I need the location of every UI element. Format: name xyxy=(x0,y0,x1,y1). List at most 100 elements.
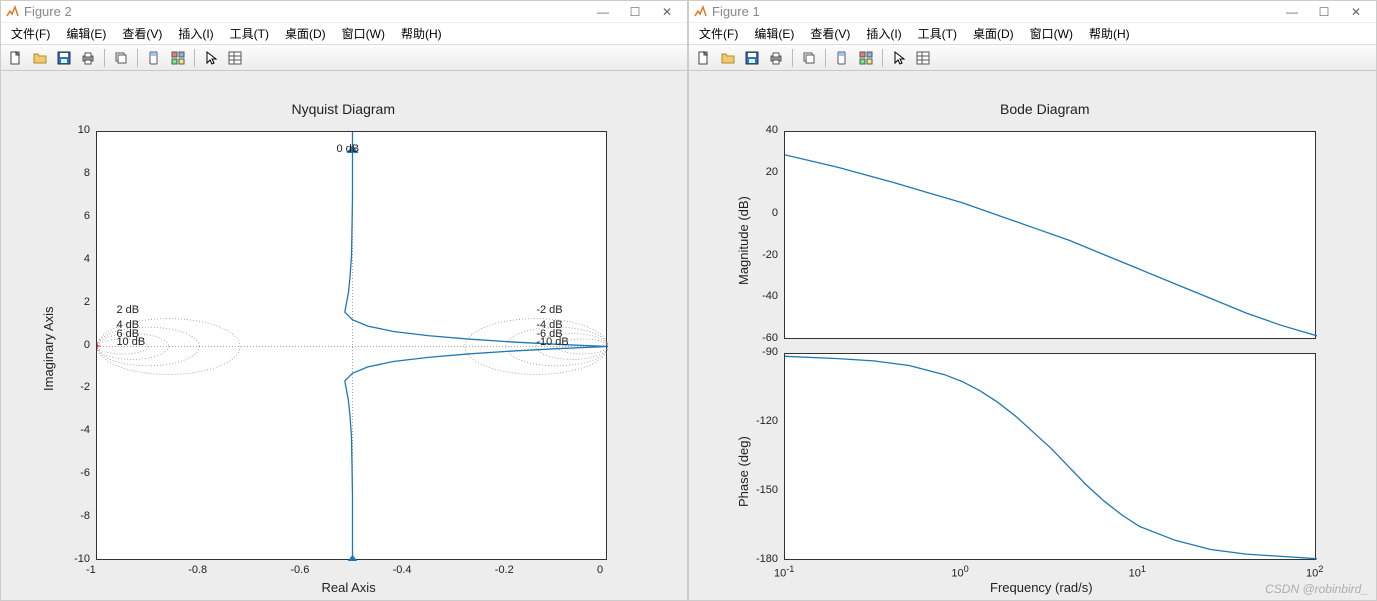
menu-item[interactable]: 工具(T) xyxy=(910,23,965,44)
close-button[interactable]: ✕ xyxy=(651,2,683,22)
db-annotation: -10 dB xyxy=(536,336,568,348)
grid-panel-icon[interactable] xyxy=(855,47,877,69)
ytick: -10 xyxy=(74,553,90,565)
xtick: 102 xyxy=(1306,564,1323,580)
ytick: 40 xyxy=(766,124,778,136)
db-annotation: 2 dB xyxy=(116,304,139,316)
ytick: -60 xyxy=(762,332,778,344)
close-button[interactable]: ✕ xyxy=(1340,2,1372,22)
maximize-button[interactable]: ☐ xyxy=(1308,2,1340,22)
props-icon[interactable] xyxy=(912,47,934,69)
figure-window-1: Figure 1 — ☐ ✕ 文件(F)编辑(E)查看(V)插入(I)工具(T)… xyxy=(688,0,1377,601)
ytick: -120 xyxy=(756,415,778,427)
ytick: -2 xyxy=(80,381,90,393)
minimize-button[interactable]: — xyxy=(1276,2,1308,22)
nyquist-axes[interactable]: + xyxy=(96,131,607,560)
props-icon[interactable] xyxy=(224,47,246,69)
ytick: -4 xyxy=(80,424,90,436)
ytick: -90 xyxy=(762,346,778,358)
save-icon[interactable] xyxy=(53,47,75,69)
bode-phase-axes[interactable] xyxy=(784,353,1316,560)
open-folder-icon[interactable] xyxy=(717,47,739,69)
grid-panel-icon[interactable] xyxy=(167,47,189,69)
menu-item[interactable]: 文件(F) xyxy=(691,23,746,44)
new-file-icon[interactable] xyxy=(5,47,27,69)
ytick: -8 xyxy=(80,510,90,522)
menu-item[interactable]: 插入(I) xyxy=(858,23,909,44)
inspector-icon[interactable] xyxy=(831,47,853,69)
pointer-icon[interactable] xyxy=(200,47,222,69)
minimize-button[interactable]: — xyxy=(587,2,619,22)
y-axis-label: Phase (deg) xyxy=(736,436,751,507)
print-icon[interactable] xyxy=(765,47,787,69)
db-annotation: 10 dB xyxy=(116,336,145,348)
pointer-icon[interactable] xyxy=(888,47,910,69)
menu-item[interactable]: 桌面(D) xyxy=(965,23,1022,44)
db-annotation: 0 dB xyxy=(337,143,360,155)
ytick: -6 xyxy=(80,467,90,479)
svg-text:+: + xyxy=(97,338,101,354)
maximize-button[interactable]: ☐ xyxy=(619,2,651,22)
ytick: 20 xyxy=(766,166,778,178)
inspector-icon[interactable] xyxy=(143,47,165,69)
chart-title: Bode Diagram xyxy=(1000,101,1090,117)
y-axis-label: Magnitude (dB) xyxy=(736,196,751,285)
ytick: -40 xyxy=(762,290,778,302)
window-title: Figure 2 xyxy=(24,4,72,19)
ytick: 0 xyxy=(772,207,778,219)
menu-item[interactable]: 编辑(E) xyxy=(58,23,114,44)
ytick: 4 xyxy=(84,253,90,265)
xtick: 0 xyxy=(597,564,603,576)
bode-magnitude-axes[interactable] xyxy=(784,131,1316,339)
titlebar[interactable]: Figure 1 — ☐ ✕ xyxy=(689,1,1376,23)
menubar: 文件(F)编辑(E)查看(V)插入(I)工具(T)桌面(D)窗口(W)帮助(H) xyxy=(689,23,1376,45)
menu-item[interactable]: 插入(I) xyxy=(170,23,221,44)
window-title: Figure 1 xyxy=(712,4,760,19)
ytick: 2 xyxy=(84,296,90,308)
ytick: 10 xyxy=(78,124,90,136)
chart-title: Nyquist Diagram xyxy=(292,101,395,117)
toolbar xyxy=(689,45,1376,71)
xtick: 10-1 xyxy=(774,564,794,580)
menu-item[interactable]: 桌面(D) xyxy=(277,23,334,44)
save-icon[interactable] xyxy=(741,47,763,69)
figure-canvas: Nyquist DiagramReal AxisImaginary Axis+-… xyxy=(1,71,687,600)
xtick: -0.2 xyxy=(495,564,514,576)
xtick: -0.4 xyxy=(393,564,412,576)
ytick: -150 xyxy=(756,484,778,496)
ytick: 6 xyxy=(84,210,90,222)
matlab-logo-icon xyxy=(5,5,19,19)
menu-item[interactable]: 帮助(H) xyxy=(393,23,450,44)
menu-item[interactable]: 帮助(H) xyxy=(1081,23,1138,44)
copy-figure-icon[interactable] xyxy=(798,47,820,69)
menu-item[interactable]: 窗口(W) xyxy=(1022,23,1081,44)
menu-item[interactable]: 编辑(E) xyxy=(746,23,802,44)
matlab-logo-icon xyxy=(693,5,707,19)
xtick: -1 xyxy=(86,564,96,576)
watermark: CSDN @robinbird_ xyxy=(1265,582,1368,596)
toolbar xyxy=(1,45,687,71)
xtick: 100 xyxy=(951,564,968,580)
new-file-icon[interactable] xyxy=(693,47,715,69)
menu-item[interactable]: 文件(F) xyxy=(3,23,58,44)
menu-item[interactable]: 查看(V) xyxy=(802,23,858,44)
xtick: -0.8 xyxy=(188,564,207,576)
x-axis-label: Real Axis xyxy=(322,580,376,595)
xtick: -0.6 xyxy=(290,564,309,576)
figure-canvas: CSDN @robinbird_ Bode Diagram -60 -40 -20 0 2… xyxy=(689,71,1376,600)
figure-window-2: Figure 2 — ☐ ✕ 文件(F)编辑(E)查看(V)插入(I)工具(T)… xyxy=(0,0,688,601)
ytick: 8 xyxy=(84,167,90,179)
db-annotation: -2 dB xyxy=(536,304,562,316)
xtick: 101 xyxy=(1129,564,1146,580)
open-folder-icon[interactable] xyxy=(29,47,51,69)
print-icon[interactable] xyxy=(77,47,99,69)
titlebar[interactable]: Figure 2 — ☐ ✕ xyxy=(1,1,687,23)
copy-figure-icon[interactable] xyxy=(110,47,132,69)
menu-item[interactable]: 工具(T) xyxy=(222,23,277,44)
x-axis-label: Frequency (rad/s) xyxy=(990,580,1093,595)
menubar: 文件(F)编辑(E)查看(V)插入(I)工具(T)桌面(D)窗口(W)帮助(H) xyxy=(1,23,687,45)
ytick: 0 xyxy=(84,339,90,351)
menu-item[interactable]: 查看(V) xyxy=(114,23,170,44)
ytick: -20 xyxy=(762,249,778,261)
menu-item[interactable]: 窗口(W) xyxy=(334,23,393,44)
